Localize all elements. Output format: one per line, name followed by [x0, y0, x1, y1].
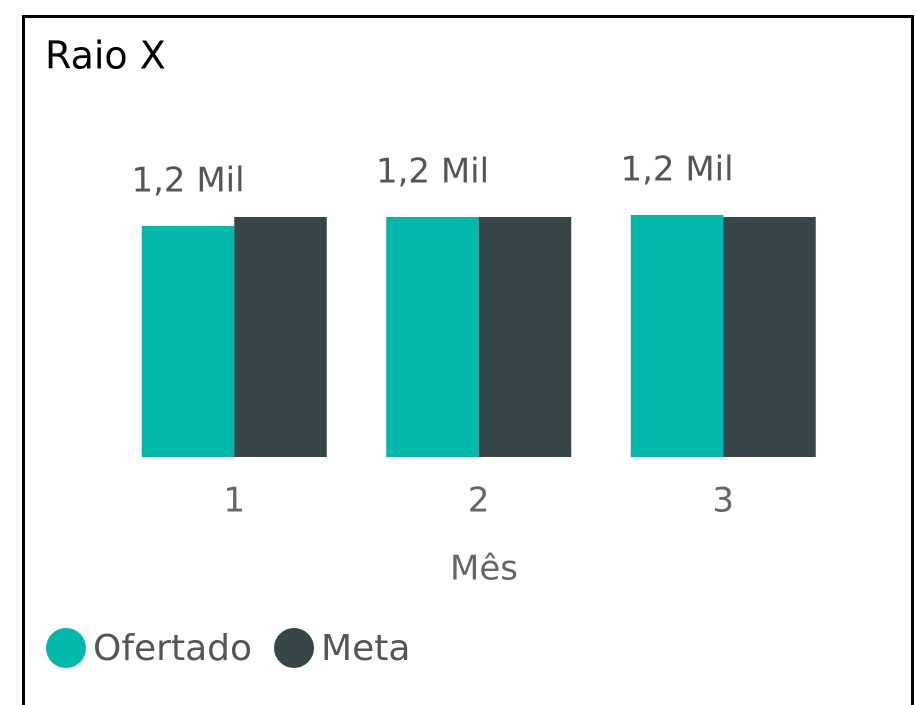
x-tick-label: 1 [223, 481, 245, 521]
legend-label: Ofertado [93, 628, 252, 669]
bar [386, 217, 479, 457]
bar [723, 217, 816, 457]
data-label: 1,2 Mil [376, 152, 489, 192]
legend-swatch [274, 628, 315, 668]
x-axis-label: Mês [450, 549, 518, 589]
bar [141, 226, 235, 457]
x-tick-label: 3 [712, 481, 734, 521]
data-label: 1,2 Mil [131, 161, 244, 201]
bar [478, 217, 572, 457]
legend-label: Meta [321, 628, 410, 669]
legend-swatch [46, 628, 86, 668]
chart-title: Raio X [45, 34, 166, 78]
frame [22, 15, 914, 705]
x-tick-label: 2 [468, 481, 490, 521]
bar [630, 215, 724, 457]
data-label: 1,2 Mil [620, 150, 733, 190]
bar [234, 217, 327, 457]
